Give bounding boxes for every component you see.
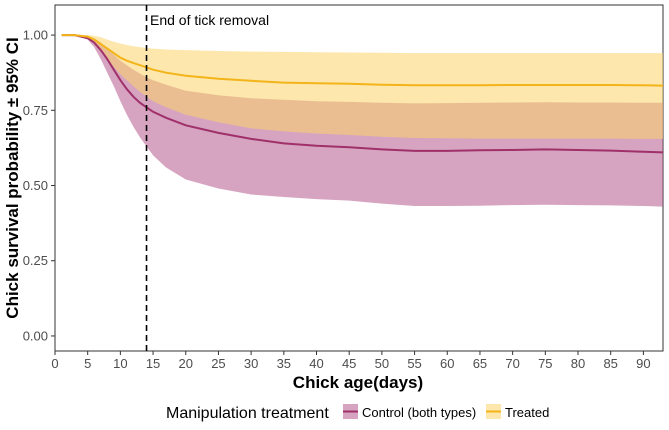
- y-tick-label: 0.00: [23, 328, 48, 343]
- y-tick-label: 0.50: [23, 178, 48, 193]
- x-tick-label: 40: [309, 356, 323, 371]
- x-tick-label: 5: [84, 356, 91, 371]
- y-tick-label: 0.25: [23, 253, 48, 268]
- x-tick-label: 15: [146, 356, 160, 371]
- x-tick-label: 55: [407, 356, 421, 371]
- y-tick-label: 1.00: [23, 28, 48, 43]
- y-tick-label: 0.75: [23, 103, 48, 118]
- x-tick-label: 10: [113, 356, 127, 371]
- x-tick-label: 85: [603, 356, 617, 371]
- legend-label-treated: Treated: [505, 405, 549, 420]
- x-tick-label: 60: [440, 356, 454, 371]
- tick-removal-annotation: End of tick removal: [150, 12, 269, 28]
- x-tick-label: 90: [636, 356, 650, 371]
- x-tick-label: 75: [538, 356, 552, 371]
- x-axis: 0 5 10 15 20 25 30 35 40 45 50 55 60 65 70 75 80 85 90: [51, 351, 650, 371]
- x-tick-label: 80: [571, 356, 585, 371]
- x-tick-label: 0: [51, 356, 58, 371]
- legend: Manipulation treatment Control (both typ…: [166, 404, 549, 422]
- x-axis-title: Chick age(days): [293, 373, 423, 392]
- legend-title: Manipulation treatment: [166, 405, 329, 422]
- x-tick-label: 50: [375, 356, 389, 371]
- y-axis: 0.00 0.25 0.50 0.75 1.00: [23, 28, 55, 344]
- x-tick-label: 70: [505, 356, 519, 371]
- x-tick-label: 25: [211, 356, 225, 371]
- y-axis-title: Chick survival probability ± 95% CI: [3, 37, 22, 318]
- x-tick-label: 45: [342, 356, 356, 371]
- legend-label-control: Control (both types): [362, 405, 476, 420]
- x-tick-label: 20: [179, 356, 193, 371]
- x-tick-label: 30: [244, 356, 258, 371]
- x-tick-label: 65: [473, 356, 487, 371]
- survival-chart: End of tick removal 0.00 0.25 0.50 0.75 1.00…: [0, 0, 669, 430]
- x-tick-label: 35: [277, 356, 291, 371]
